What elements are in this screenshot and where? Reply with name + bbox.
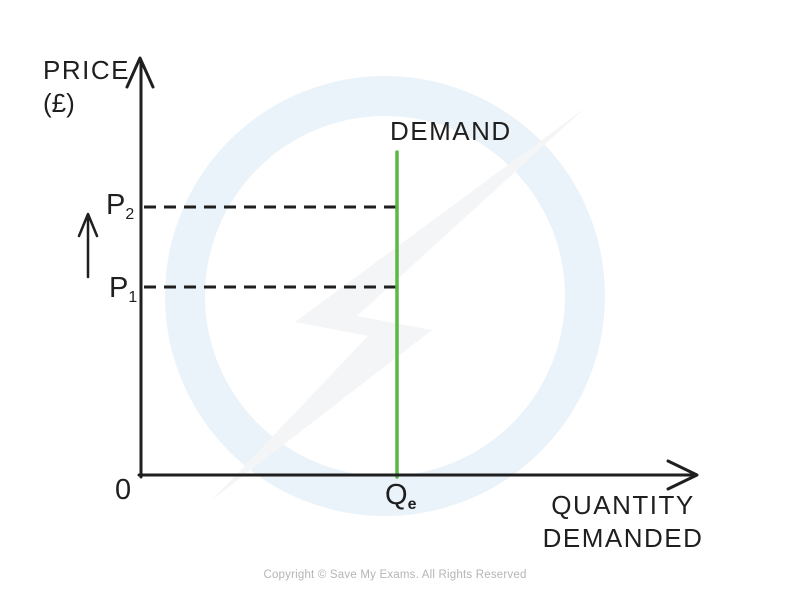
x-axis-title: QUANTITY DEMANDED — [518, 489, 728, 555]
p2-price-label: P2 — [106, 189, 134, 224]
qe-quantity-label: Qe — [385, 479, 416, 514]
origin-label: 0 — [115, 474, 132, 506]
watermark-logo — [165, 76, 605, 516]
qe-subscript: e — [407, 495, 417, 513]
y-axis-title-line2: (£) — [43, 88, 75, 118]
y-axis-title-line1: PRICE — [43, 55, 130, 85]
p2-subscript: 2 — [125, 205, 135, 223]
x-axis-title-line2: DEMANDED — [542, 523, 704, 553]
watermark-lightning-bolt-icon — [212, 108, 585, 500]
price-increase-arrowhead-icon — [77, 212, 99, 238]
x-axis-arrowhead-icon — [666, 459, 699, 491]
y-axis-title: PRICE (£) — [43, 54, 130, 120]
watermark-ring — [165, 76, 605, 516]
p1-base: P — [109, 272, 129, 304]
qe-base: Q — [385, 479, 408, 511]
x-axis-title-line1: QUANTITY — [551, 490, 695, 520]
p1-subscript: 1 — [128, 288, 138, 306]
copyright-notice: Copyright © Save My Exams. All Rights Re… — [263, 569, 527, 581]
p2-base: P — [106, 189, 126, 221]
p1-price-label: P1 — [109, 272, 137, 307]
y-axis-arrowhead-icon — [125, 56, 155, 89]
demand-curve-label: DEMAND — [390, 116, 512, 146]
